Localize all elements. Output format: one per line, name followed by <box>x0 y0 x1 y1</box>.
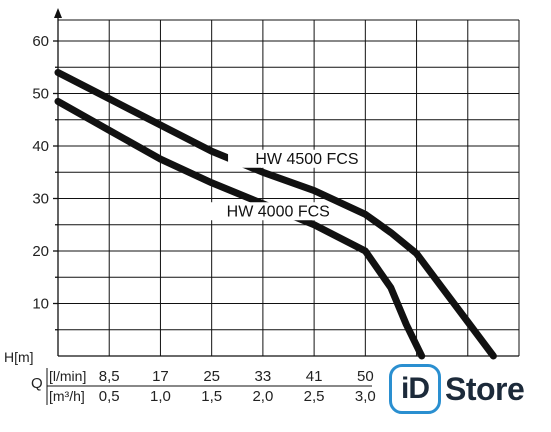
x-unit-label: [l/min] <box>49 368 86 384</box>
curve-hw-4500-fcs <box>54 69 497 360</box>
x-tick-label: 1,0 <box>150 388 171 405</box>
series-label-background <box>201 202 330 221</box>
x-tick-label: 2,0 <box>252 388 273 405</box>
curve-hw-4000-fcs <box>54 97 426 360</box>
y-tick-label: 50 <box>32 86 49 103</box>
y-tick-label: 20 <box>32 243 49 260</box>
x-axis-label: Q <box>31 375 43 392</box>
idstore-logo-mark-text: iD <box>401 372 430 405</box>
x-tick-label: 25 <box>203 368 220 385</box>
idstore-logo-mark: iD <box>389 364 441 414</box>
x-tick-label: 8,5 <box>99 368 120 385</box>
idstore-logo-word: Store <box>445 370 525 407</box>
y-tick-label: 60 <box>32 33 49 50</box>
x-unit-label: [m³/h] <box>49 388 85 404</box>
idstore-watermark: iD Store <box>389 361 525 417</box>
series-label-hw-4000-fcs: HW 4000 FCS <box>227 203 330 220</box>
x-tick-label: 41 <box>306 368 323 385</box>
x-tick-label: 3,0 <box>355 388 376 405</box>
y-tick-label: 10 <box>32 296 49 313</box>
y-tick-label: 40 <box>32 138 49 155</box>
series-label-background <box>228 149 356 168</box>
x-tick-label: 17 <box>152 368 169 385</box>
chart-labels: 10 20 30 40 50 60 H[m] Q [l/min] 8,5 17 25 33 41 50 [m³… <box>4 33 376 405</box>
chart-grid <box>58 19 520 356</box>
y-axis-label: H[m] <box>4 349 34 365</box>
y-axis-arrow <box>54 8 62 18</box>
x-tick-label: 1,5 <box>201 388 222 405</box>
series-label-hw-4500-fcs: HW 4500 FCS <box>255 151 358 168</box>
y-tick-label: 30 <box>32 191 49 208</box>
x-tick-label: 33 <box>255 368 272 385</box>
x-tick-label: 0,5 <box>99 388 120 405</box>
x-tick-label: 50 <box>357 368 374 385</box>
x-tick-label: 2,5 <box>304 388 325 405</box>
